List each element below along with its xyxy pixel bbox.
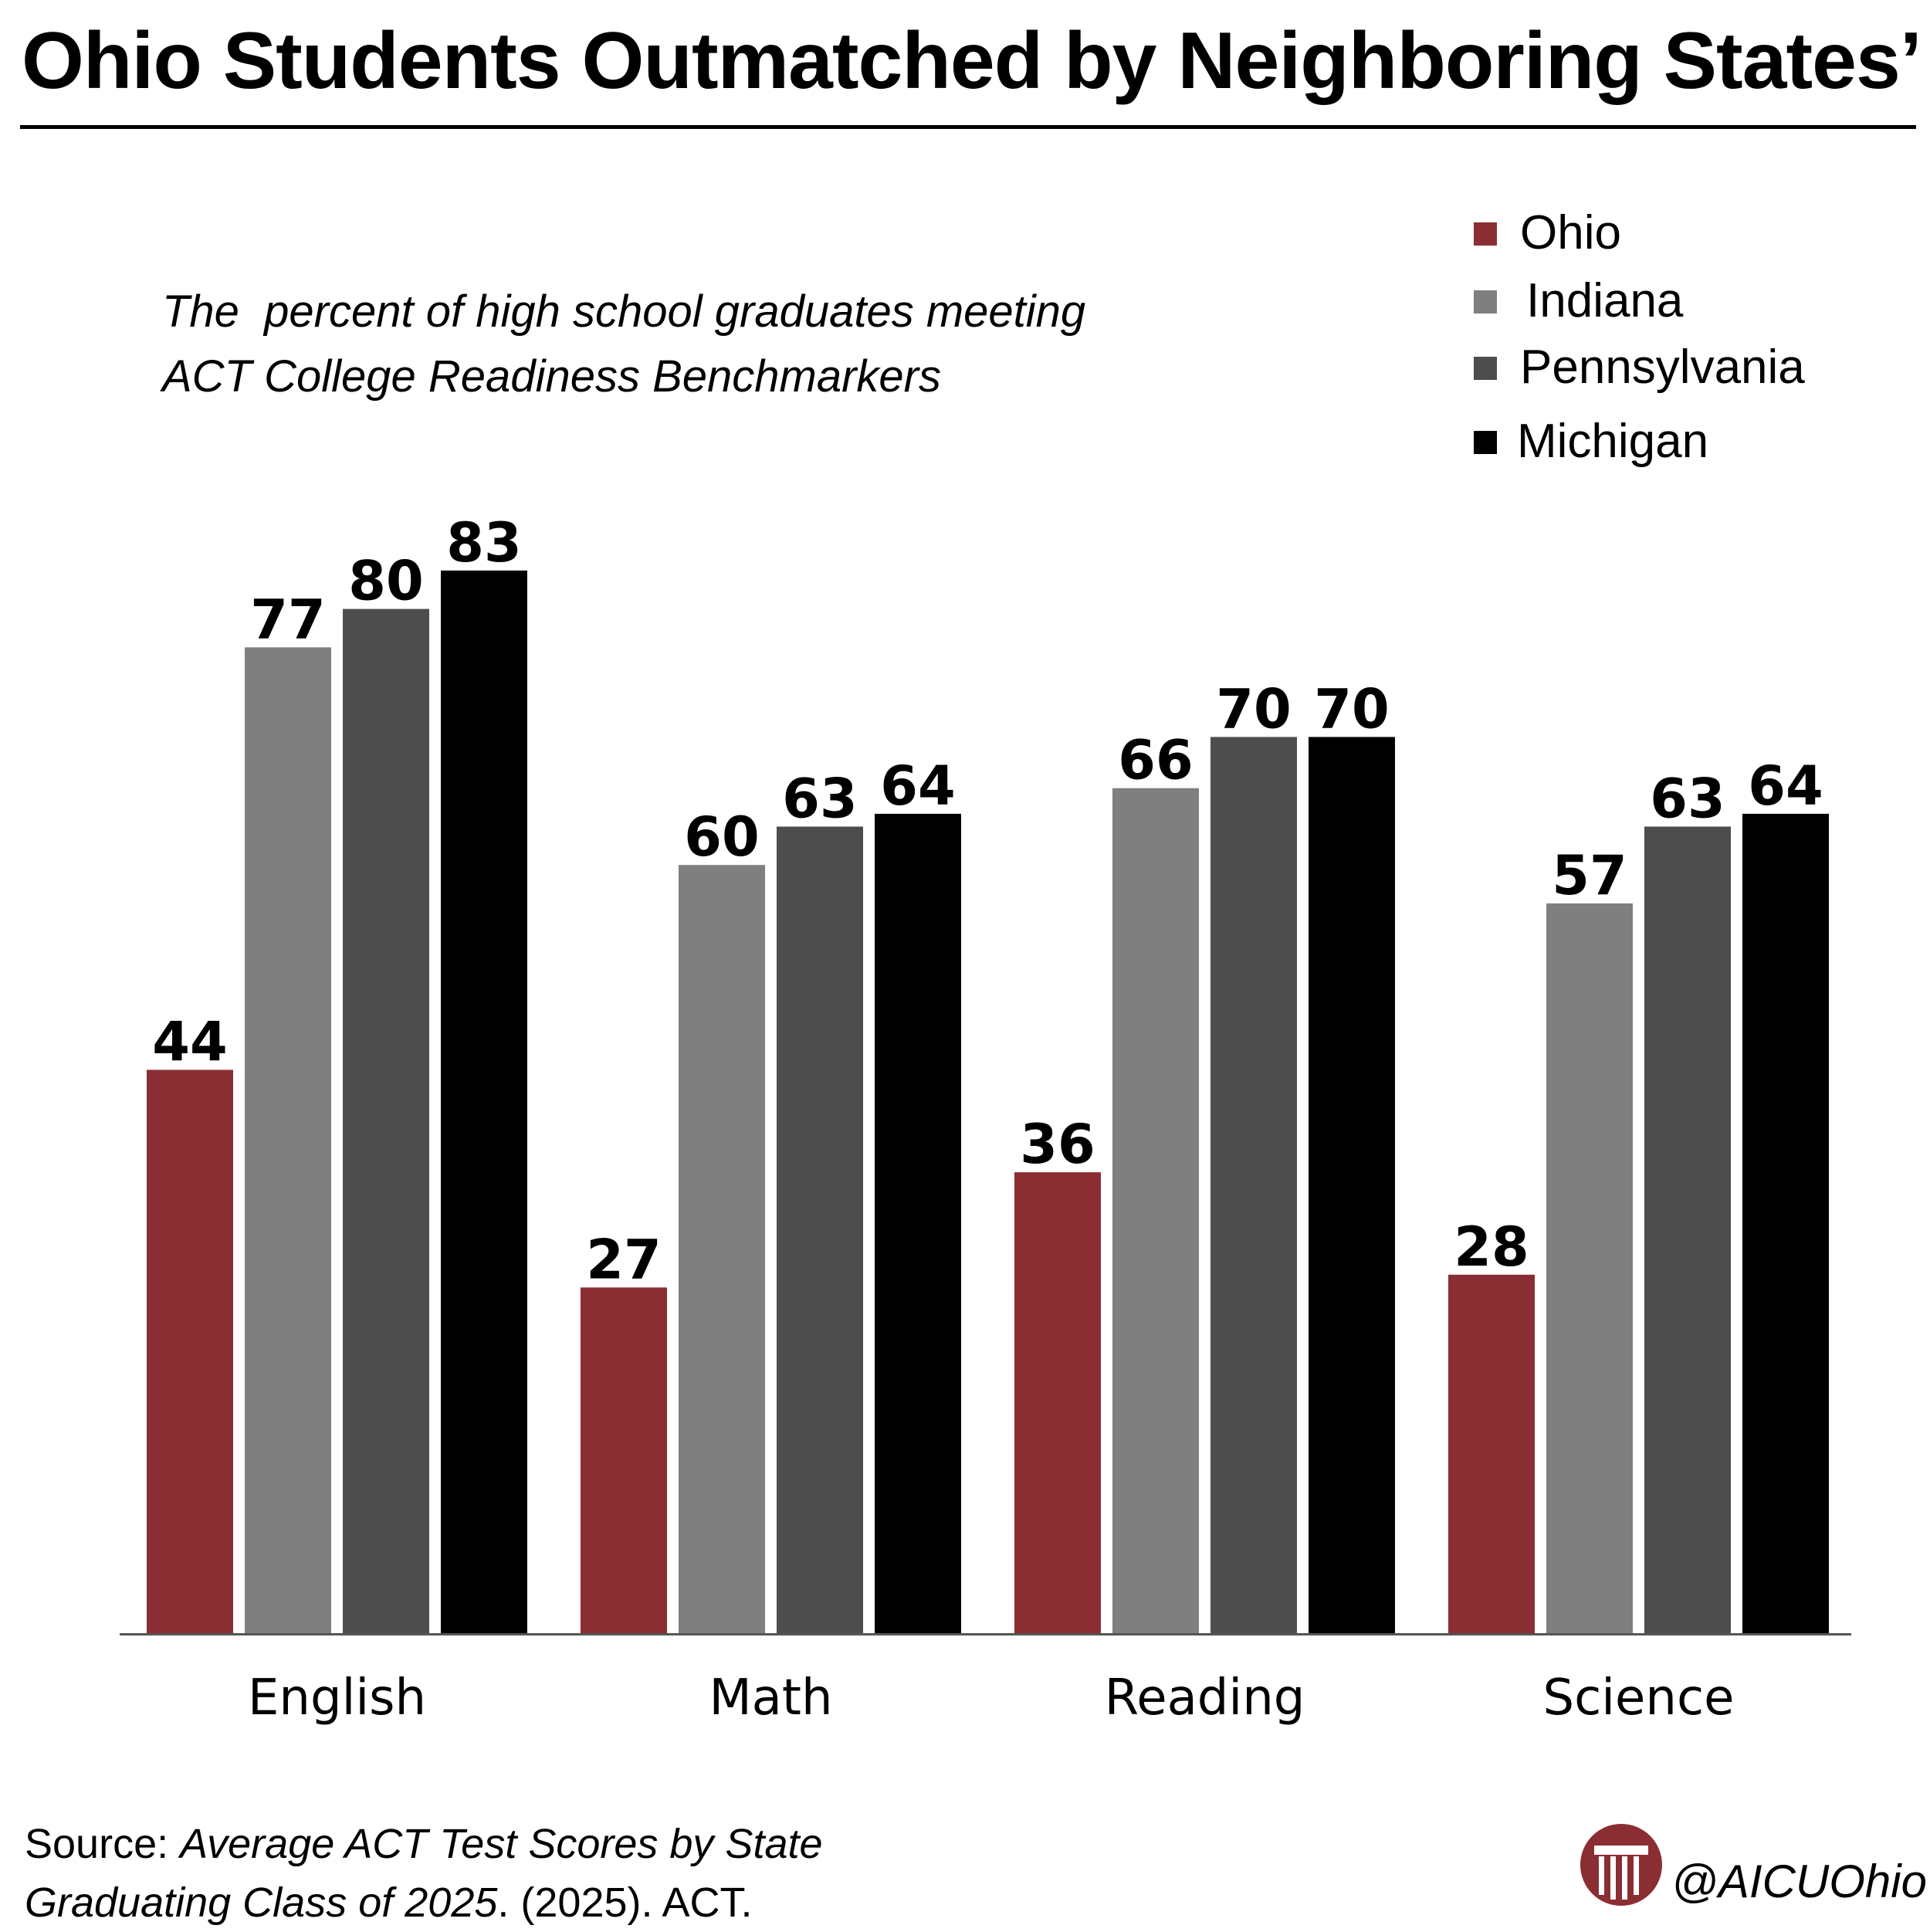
data-label-math-ohio: 27 [586, 1228, 661, 1291]
data-label-english-indiana: 77 [250, 588, 325, 651]
bar-science-ohio [1448, 1274, 1535, 1633]
legend-label-indiana: Indiana [1526, 274, 1684, 327]
columns-in-circle-icon [1580, 1824, 1662, 1906]
data-label-english-pennsylvania: 80 [348, 550, 423, 613]
source-citation: Source: Average ACT Test Scores by State… [25, 1815, 951, 1932]
source-line-2: Graduating Class of 2025. (2025). ACT. [25, 1873, 951, 1932]
data-label-english-michigan: 83 [446, 511, 521, 575]
bar-math-indiana [679, 865, 765, 1633]
bar-english-michigan [441, 570, 527, 1633]
legend-swatch-michigan [1474, 431, 1497, 454]
data-label-math-pennsylvania: 63 [782, 767, 857, 830]
source-line-1: Source: Average ACT Test Scores by State [25, 1815, 951, 1873]
data-label-reading-indiana: 66 [1118, 729, 1193, 792]
data-label-reading-pennsylvania: 70 [1216, 677, 1291, 741]
legend-swatch-indiana [1474, 290, 1497, 314]
title-divider [20, 125, 1916, 129]
legend-label-ohio: Ohio [1520, 206, 1621, 259]
data-label-math-michigan: 64 [880, 754, 955, 818]
legend-swatch-ohio [1474, 222, 1497, 246]
bar-reading-pennsylvania [1210, 737, 1297, 1633]
bar-english-indiana [245, 647, 331, 1633]
data-label-math-indiana: 60 [684, 805, 759, 869]
source-suffix: . (2025). ACT. [497, 1879, 753, 1926]
legend-swatch-pennsylvania [1474, 357, 1497, 380]
data-label-reading-ohio: 36 [1020, 1113, 1095, 1176]
bar-math-michigan [875, 813, 961, 1633]
source-title-part-2: Graduating Class of 2025 [25, 1879, 498, 1926]
data-label-science-pennsylvania: 63 [1650, 767, 1725, 830]
bar-chart: 44 77 80 83 English 27 60 63 64 Math 36 66 70 70 Readi… [120, 511, 1851, 1727]
category-label-science: Science [1542, 1669, 1734, 1727]
category-label-english: English [248, 1669, 426, 1727]
chart-subtitle: The percent of high school graduates mee… [162, 286, 1086, 402]
chart-title: Ohio Students Outmatched by Neighboring … [22, 16, 1922, 106]
source-prefix: Source: [25, 1821, 181, 1867]
bar-english-ohio [147, 1069, 233, 1633]
source-title-part-1: Average ACT Test Scores by State [180, 1821, 823, 1867]
bar-science-indiana [1546, 903, 1633, 1633]
category-label-reading: Reading [1105, 1669, 1305, 1727]
legend-label-michigan: Michigan [1517, 415, 1709, 468]
bar-science-pennsylvania [1644, 826, 1731, 1633]
data-label-science-michigan: 64 [1748, 754, 1823, 818]
bar-reading-michigan [1309, 737, 1395, 1633]
bar-math-ohio [581, 1287, 667, 1633]
bar-science-michigan [1742, 813, 1829, 1633]
legend-label-pennsylvania: Pennsylvania [1520, 341, 1805, 394]
bar-reading-indiana [1112, 788, 1199, 1633]
data-label-science-indiana: 57 [1552, 844, 1627, 907]
data-label-reading-michigan: 70 [1314, 677, 1389, 741]
data-label-science-ohio: 28 [1454, 1215, 1529, 1279]
bar-reading-ohio [1014, 1172, 1101, 1633]
category-label-math: Math [709, 1669, 832, 1727]
bar-english-pennsylvania [343, 608, 429, 1633]
bar-math-pennsylvania [777, 826, 863, 1633]
data-label-english-ohio: 44 [152, 1010, 227, 1073]
brand-handle: @AICUOhio [1671, 1856, 1927, 1907]
